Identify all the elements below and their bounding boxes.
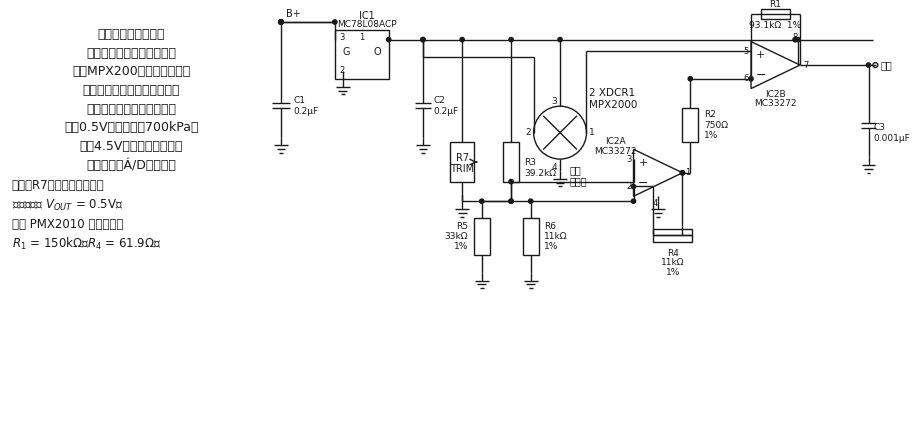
Text: R5
33kΩ
1%: R5 33kΩ 1% — [445, 222, 468, 251]
Text: 2 XDCR1: 2 XDCR1 — [589, 89, 636, 98]
Text: 3: 3 — [552, 97, 557, 106]
Text: 3: 3 — [339, 33, 345, 42]
Bar — [522, 218, 539, 255]
Text: R1: R1 — [770, 0, 781, 9]
Circle shape — [796, 38, 800, 42]
Bar — [653, 229, 693, 242]
Bar — [503, 143, 519, 181]
Text: 6: 6 — [744, 74, 749, 83]
Text: 4: 4 — [652, 199, 658, 208]
Text: 8: 8 — [792, 33, 798, 42]
Text: 说明；R7阵值的选取应确保: 说明；R7阵值的选取应确保 — [12, 179, 104, 192]
Circle shape — [688, 76, 693, 81]
Text: 真空或差分压力变换为单端、: 真空或差分压力变换为单端、 — [82, 84, 180, 97]
Text: 压力测量电路　本电: 压力测量电路 本电 — [97, 28, 165, 41]
Circle shape — [681, 171, 684, 175]
Circle shape — [867, 63, 871, 67]
Text: 输出: 输出 — [880, 60, 892, 70]
Circle shape — [509, 199, 513, 203]
Bar — [450, 143, 474, 181]
Circle shape — [421, 38, 425, 42]
Bar — [683, 108, 698, 143]
Circle shape — [386, 38, 391, 42]
Text: 1%: 1% — [665, 268, 680, 277]
Circle shape — [631, 199, 636, 203]
Text: IC2A: IC2A — [606, 137, 626, 146]
Circle shape — [509, 179, 513, 184]
Text: 输入到微机Á/D输入端。: 输入到微机Á/D输入端。 — [86, 158, 176, 172]
Text: +: + — [756, 50, 766, 60]
Text: 5: 5 — [744, 47, 749, 56]
Circle shape — [631, 184, 636, 189]
Text: 93.1kΩ  1%: 93.1kΩ 1% — [749, 22, 802, 30]
Text: C1
0.2μF: C1 0.2μF — [294, 96, 318, 116]
Circle shape — [681, 171, 684, 175]
Text: 1: 1 — [685, 168, 691, 177]
Text: −: − — [638, 177, 649, 190]
Text: 路是用带补偿半导体压力传: 路是用带补偿半导体压力传 — [86, 47, 177, 60]
Circle shape — [421, 38, 425, 42]
Circle shape — [748, 76, 753, 81]
Text: IC2B: IC2B — [765, 90, 786, 99]
Text: 1: 1 — [588, 128, 594, 137]
Circle shape — [479, 199, 484, 203]
Text: 7: 7 — [802, 60, 808, 70]
Text: 1: 1 — [359, 33, 364, 42]
Text: MC33272: MC33272 — [595, 147, 637, 156]
Circle shape — [529, 199, 533, 203]
Text: 对应4.5V。此输出可以直接: 对应4.5V。此输出可以直接 — [80, 140, 183, 153]
Text: B+: B+ — [285, 9, 301, 19]
Text: 选用 PMX2010 传感器时，: 选用 PMX2010 传感器时， — [12, 218, 123, 231]
Bar — [474, 218, 490, 255]
Circle shape — [279, 20, 283, 24]
Text: R7: R7 — [456, 153, 468, 163]
Text: R4: R4 — [667, 248, 679, 257]
Text: 2: 2 — [339, 67, 345, 76]
Text: −: − — [756, 70, 766, 83]
Text: 零压力时使 $V_{OUT}$ = 0.5V，: 零压力时使 $V_{OUT}$ = 0.5V， — [12, 197, 124, 213]
Text: 对应0.5V，满度时（700kPa）: 对应0.5V，满度时（700kPa） — [64, 121, 199, 134]
Text: MC78L08ACP: MC78L08ACP — [337, 20, 396, 29]
Bar — [760, 9, 791, 19]
Text: 39.2kΩ: 39.2kΩ — [523, 169, 555, 178]
Text: 4: 4 — [552, 163, 557, 172]
Text: 感器MPX200系列，将压力、: 感器MPX200系列，将压力、 — [72, 65, 190, 79]
Text: 地参考电压。当压力为零时: 地参考电压。当压力为零时 — [86, 103, 177, 116]
Circle shape — [509, 199, 513, 203]
Text: 0.001μF: 0.001μF — [874, 134, 910, 143]
Text: 2: 2 — [626, 182, 631, 191]
Text: O: O — [373, 48, 381, 57]
Circle shape — [509, 38, 513, 42]
Circle shape — [558, 38, 562, 42]
Circle shape — [460, 38, 464, 42]
Circle shape — [333, 20, 337, 24]
Text: $R_1$ = 150kΩ，$R_4$ = 61.9Ω。: $R_1$ = 150kΩ，$R_4$ = 61.9Ω。 — [12, 236, 161, 252]
Text: R6
11kΩ
1%: R6 11kΩ 1% — [544, 222, 568, 251]
Circle shape — [279, 20, 283, 24]
Text: C3: C3 — [874, 123, 886, 132]
Bar — [335, 30, 389, 79]
Text: 系列: 系列 — [570, 165, 582, 175]
Text: 3: 3 — [626, 155, 631, 164]
Circle shape — [793, 38, 797, 42]
Text: TRIM: TRIM — [450, 164, 474, 174]
Text: 传感器: 传感器 — [570, 177, 587, 187]
Text: C2
0.2μF: C2 0.2μF — [434, 96, 458, 116]
Text: MPX2000: MPX2000 — [589, 100, 638, 110]
Text: +: + — [639, 158, 648, 168]
Text: G: G — [343, 48, 350, 57]
Text: R3: R3 — [523, 158, 536, 166]
Text: 11kΩ: 11kΩ — [661, 258, 684, 267]
Text: 2: 2 — [525, 128, 531, 137]
Text: MC33272: MC33272 — [754, 99, 797, 108]
Text: IC1: IC1 — [359, 11, 374, 21]
Text: R2
750Ω
1%: R2 750Ω 1% — [704, 111, 728, 140]
